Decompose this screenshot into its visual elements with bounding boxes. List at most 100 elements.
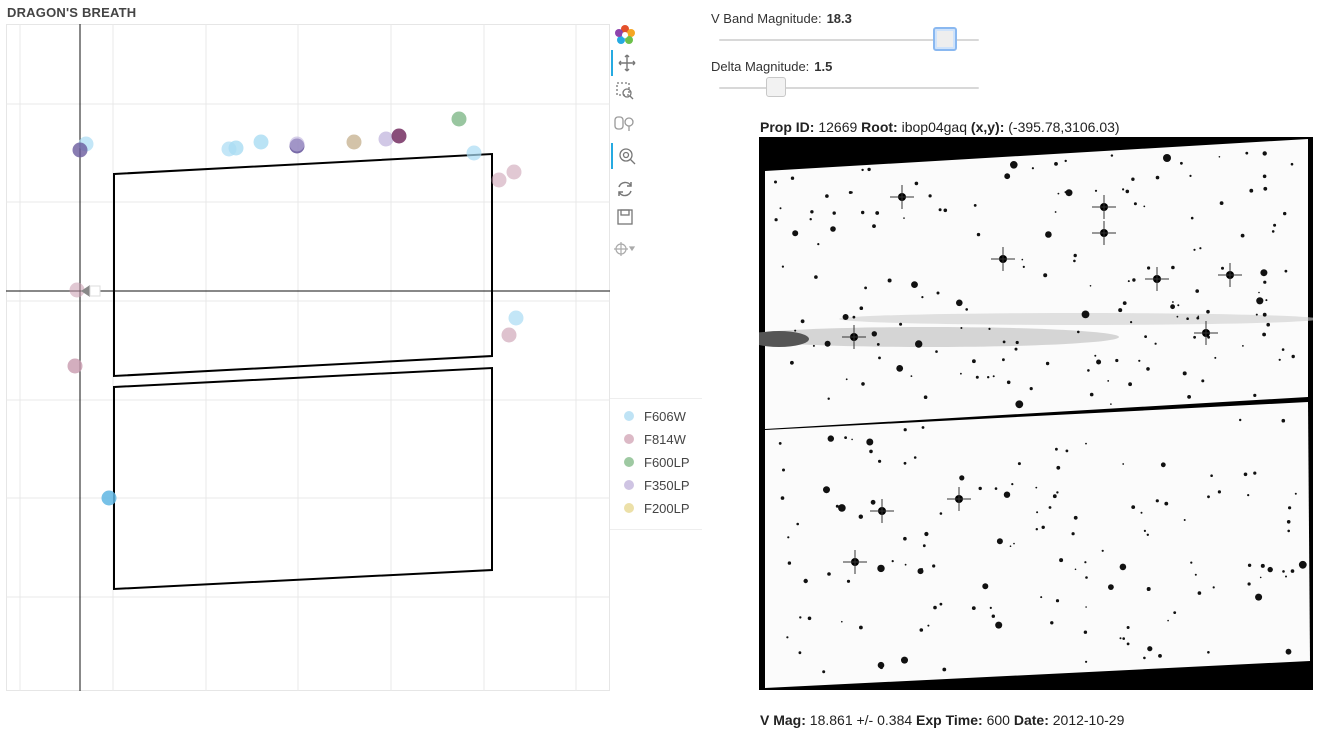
star [871,331,877,337]
star [1262,332,1266,337]
star [1126,626,1130,629]
star [1262,174,1267,179]
star [1122,301,1127,305]
star [903,428,907,432]
tap-tool-icon[interactable] [611,110,639,136]
star [1267,566,1273,573]
star [1263,186,1268,191]
star [913,456,917,459]
star [1214,356,1217,359]
star [1010,161,1018,169]
star [1298,560,1307,569]
data-point [67,358,83,374]
star [1286,520,1291,524]
star [1041,525,1045,529]
star [1281,418,1286,423]
legend-item-f600lp[interactable]: F600LP [624,453,690,471]
data-point [289,136,305,152]
vband-slider-track[interactable] [719,39,979,41]
star [1247,563,1252,567]
delta-slider-handle[interactable] [766,77,787,97]
data-point [466,145,482,161]
delta-slider-track[interactable] [719,87,979,89]
star [1182,371,1187,376]
star [861,382,865,386]
star [1122,188,1125,191]
star [867,167,871,172]
legend-swatch [624,503,634,513]
star [972,359,976,364]
legend-item-f606w[interactable]: F606W [624,407,686,425]
vband-slider-handle[interactable] [933,27,958,51]
star [1059,558,1064,563]
star [790,176,795,180]
star [787,561,792,565]
star [864,286,867,290]
crosshair-tool-icon[interactable] [611,236,639,262]
box-zoom-tool-icon[interactable] [611,78,639,104]
star [1217,490,1221,494]
star [942,667,947,672]
bokeh-logo-icon[interactable] [611,22,639,48]
cursor-marker-icon [81,285,90,297]
star [1073,253,1077,258]
legend-label: F606W [644,408,686,424]
cursor-marker-box [89,285,101,297]
star [1110,154,1114,157]
star [1197,315,1200,318]
legend-item-f200lp[interactable]: F200LP [624,499,690,517]
star [1285,575,1287,578]
star [1260,269,1268,277]
star [896,365,904,372]
star [1108,584,1114,590]
star [803,578,808,584]
chip-image-lower [765,402,1310,688]
star [1288,506,1292,510]
star [1242,345,1244,347]
star [919,628,924,632]
chip-outline-upper [113,152,493,378]
star [1031,167,1034,170]
data-point [228,140,244,156]
legend-label: F350LP [644,477,690,493]
star [1282,570,1285,573]
legend-swatch [624,480,634,490]
star [859,306,864,310]
star [927,624,930,627]
star [1143,656,1146,660]
pan-tool-icon[interactable] [611,50,641,76]
reset-tool-icon[interactable] [611,176,639,202]
star [1126,642,1130,646]
star [1056,491,1059,494]
date-label: Date: [1013,712,1049,728]
data-point [72,142,88,158]
footprint-plot[interactable] [6,24,610,691]
wheel-zoom-tool-icon[interactable] [611,143,641,169]
star [1164,501,1169,506]
star [1073,259,1076,263]
star [1094,354,1097,357]
star [1271,230,1275,233]
star [1256,297,1264,305]
star [1257,598,1260,601]
star [1155,499,1159,503]
star [1266,322,1270,327]
star [1207,651,1210,654]
star [1115,358,1119,363]
legend-label: F200LP [644,500,690,516]
star [933,605,937,610]
star [939,602,943,606]
star [910,375,913,377]
plot-legend: F606W F814W F600LP F350LP F200LP [610,398,702,530]
legend-item-f350lp[interactable]: F350LP [624,476,690,494]
save-tool-icon[interactable] [611,204,639,230]
star [861,168,864,172]
vband-label-text: V Band Magnitude: [711,11,822,26]
star [1255,313,1258,316]
star [1045,361,1050,366]
star [1147,266,1151,270]
legend-item-f814w[interactable]: F814W [624,430,686,448]
star [1003,491,1011,498]
xy-label: (x,y): [970,119,1005,135]
star [780,496,785,500]
